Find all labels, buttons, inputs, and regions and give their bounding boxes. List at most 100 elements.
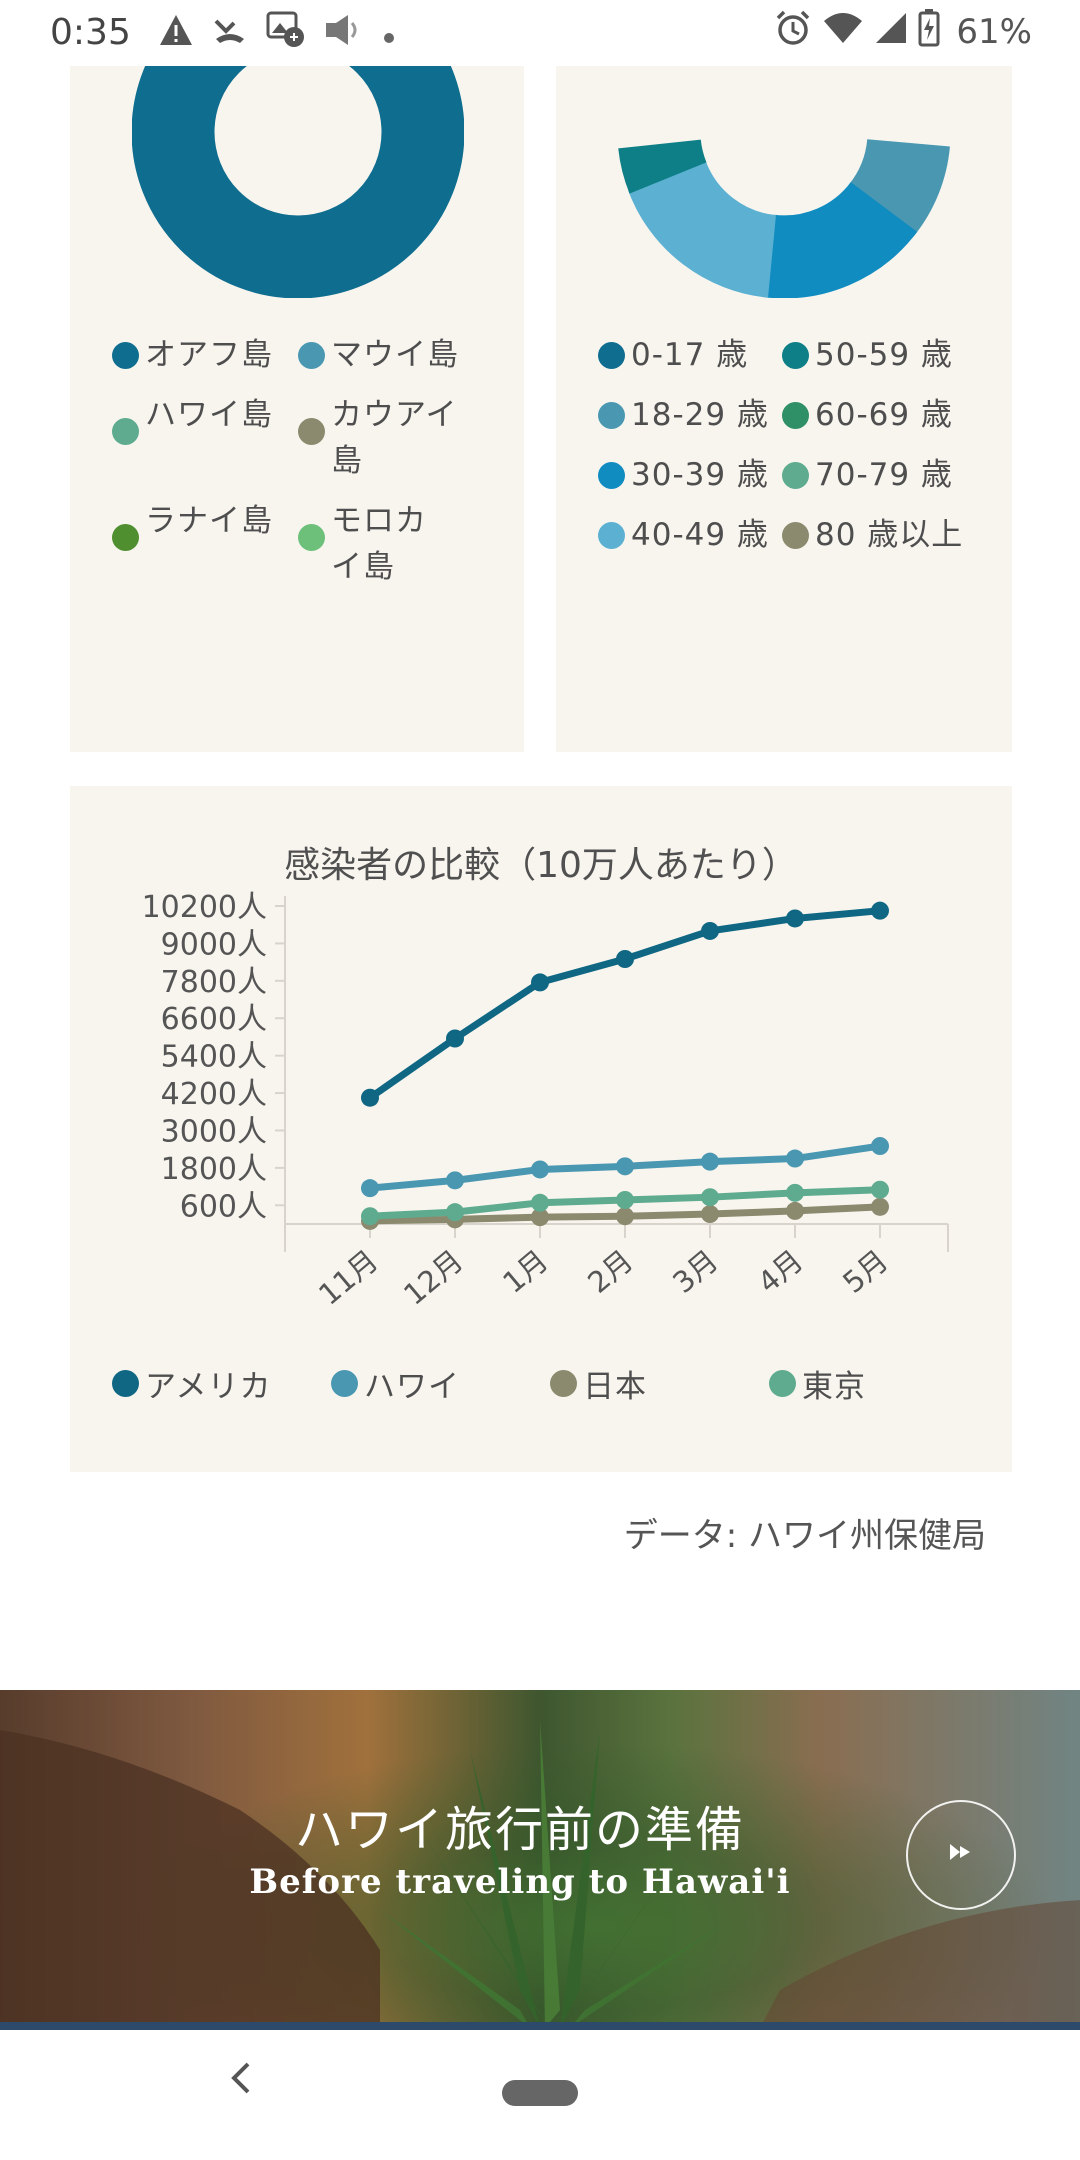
chart-title: 感染者の比較（10万人あたり） bbox=[284, 845, 798, 886]
legend-dot bbox=[782, 402, 809, 429]
travel-prep-banner[interactable]: ハワイ旅行前の準備 Before traveling to Hawai'i bbox=[0, 1690, 1080, 2028]
legend-item-kauai: カウアイ島 bbox=[298, 392, 458, 484]
series-point-3 bbox=[446, 1203, 464, 1222]
legend-item-age-18-29: 18-29 歳 bbox=[598, 392, 778, 438]
series-point-3 bbox=[786, 1183, 804, 1202]
series-point-0 bbox=[531, 973, 549, 992]
legend-dot bbox=[782, 462, 809, 489]
legend-dot bbox=[598, 342, 625, 369]
legend-label: 30-39 歳 bbox=[631, 457, 769, 493]
back-chevron-icon[interactable] bbox=[226, 2058, 256, 2109]
series-point-1 bbox=[871, 1137, 889, 1156]
legend-item-oahu: オアフ島 bbox=[112, 332, 282, 378]
y-tick-label: 600人 bbox=[180, 1189, 267, 1224]
series-point-3 bbox=[531, 1193, 549, 1212]
y-tick-label: 3000人 bbox=[161, 1114, 267, 1149]
legend-dot bbox=[112, 524, 139, 551]
legend-dot bbox=[598, 522, 625, 549]
series-point-3 bbox=[701, 1188, 719, 1207]
series-point-3 bbox=[361, 1207, 379, 1226]
legend-item-age-60-69: 60-69 歳 bbox=[782, 392, 982, 438]
donut-slice-18-29 bbox=[848, 137, 950, 237]
legend-label: 50-59 歳 bbox=[815, 337, 953, 373]
alarm-icon bbox=[774, 9, 812, 56]
series-point-1 bbox=[361, 1179, 379, 1198]
speaker-icon bbox=[324, 13, 364, 55]
legend-dot bbox=[782, 522, 809, 549]
x-tick-label: 4月 bbox=[751, 1243, 809, 1300]
series-point-2 bbox=[531, 1208, 549, 1227]
legend-dot bbox=[112, 418, 139, 445]
legend-dot bbox=[598, 402, 625, 429]
series-point-0 bbox=[361, 1088, 379, 1107]
x-tick-label: 12月 bbox=[397, 1243, 469, 1311]
status-time: 0:35 bbox=[50, 12, 131, 53]
play-icon bbox=[946, 1840, 976, 1870]
x-tick-label: 5月 bbox=[836, 1243, 894, 1300]
y-tick-label: 10200人 bbox=[142, 890, 267, 925]
series-point-2 bbox=[616, 1207, 634, 1226]
legend-label: モロカイ島 bbox=[331, 503, 427, 585]
legend-label-usa: アメリカ bbox=[145, 1369, 272, 1405]
series-point-2 bbox=[871, 1197, 889, 1216]
legend-label: ラナイ島 bbox=[145, 503, 273, 539]
legend-dot bbox=[298, 524, 325, 551]
y-tick-label: 9000人 bbox=[161, 927, 267, 962]
legend-item-age-50-59: 50-59 歳 bbox=[782, 332, 982, 378]
legend-item-age-40-49: 40-49 歳 bbox=[598, 512, 778, 558]
legend-label: 40-49 歳 bbox=[631, 517, 769, 553]
y-tick-label: 7800人 bbox=[161, 965, 267, 1000]
warning-icon bbox=[158, 13, 194, 55]
banner-subtitle: Before traveling to Hawai'i bbox=[249, 1862, 791, 1902]
legend-label: マウイ島 bbox=[331, 337, 459, 373]
legend-label: 60-69 歳 bbox=[815, 397, 953, 433]
legend-label-hawaii: ハワイ bbox=[364, 1369, 460, 1405]
y-tick-label: 1800人 bbox=[161, 1152, 267, 1187]
play-button[interactable] bbox=[906, 1800, 1016, 1910]
series-point-1 bbox=[701, 1152, 719, 1171]
navigation-bar bbox=[0, 2030, 1080, 2160]
legend-label: ハワイ島 bbox=[145, 397, 273, 433]
donut-slice-40-49 bbox=[628, 160, 778, 298]
x-tick-label: 11月 bbox=[312, 1243, 384, 1311]
line-chart: 10200人9000人7800人6600人5400人4200人3000人1800… bbox=[142, 890, 949, 1312]
series-point-0 bbox=[616, 950, 634, 968]
notification-icons bbox=[158, 11, 396, 55]
series-point-1 bbox=[446, 1171, 464, 1190]
battery-charging-icon bbox=[918, 8, 940, 56]
legend-item-age-30-39: 30-39 歳 bbox=[598, 452, 778, 498]
legend-dot bbox=[331, 1370, 358, 1397]
legend-label-japan: 日本 bbox=[583, 1369, 647, 1405]
legend-item-hawaii: ハワイ島 bbox=[112, 392, 282, 445]
legend-dot bbox=[298, 418, 325, 445]
x-tick-label: 3月 bbox=[666, 1243, 724, 1300]
y-tick-label: 4200人 bbox=[161, 1077, 267, 1112]
wifi-icon bbox=[822, 11, 864, 54]
y-tick-label: 5400人 bbox=[161, 1040, 267, 1075]
legend-item-molokai: モロカイ島 bbox=[298, 498, 458, 590]
series-point-1 bbox=[616, 1157, 634, 1176]
legend-item-lanai: ラナイ島 bbox=[112, 498, 282, 551]
legend-label: カウアイ島 bbox=[331, 397, 458, 479]
legend-item-age-0-17: 0-17 歳 bbox=[598, 332, 778, 378]
age-chart-card: 0-17 歳 50-59 歳 18-29 歳 60-69 歳 30-39 歳 7… bbox=[556, 66, 1012, 752]
donut-slice-50-59 bbox=[618, 138, 707, 194]
legend-dot bbox=[112, 1370, 139, 1397]
status-bar: 0:35 61% bbox=[0, 0, 1080, 66]
age-donut bbox=[618, 137, 950, 298]
infection-comparison-card: 感染者の比較（10万人あたり） 10200人 9000人 7800人 6600人 540… bbox=[70, 786, 1012, 1472]
legend-dot bbox=[298, 342, 325, 369]
series-point-1 bbox=[786, 1149, 804, 1168]
series-point-0 bbox=[871, 901, 889, 920]
dot-icon bbox=[382, 15, 396, 53]
home-pill-icon[interactable] bbox=[502, 2080, 578, 2106]
legend-dot bbox=[598, 462, 625, 489]
legend-dot bbox=[782, 342, 809, 369]
legend-dot bbox=[112, 342, 139, 369]
donut-slice-30-39 bbox=[764, 181, 918, 298]
island-chart-card: オアフ島 マウイ島 ハワイ島 カウアイ島 ラナイ島 モロカイ島 bbox=[70, 66, 524, 752]
banner-overlay bbox=[0, 1690, 1080, 2028]
missed-call-icon bbox=[212, 13, 248, 55]
legend-label: 80 歳以上 bbox=[815, 517, 964, 553]
chart-legend: アメリカ ハワイ 日本 東京 bbox=[112, 1361, 866, 1406]
